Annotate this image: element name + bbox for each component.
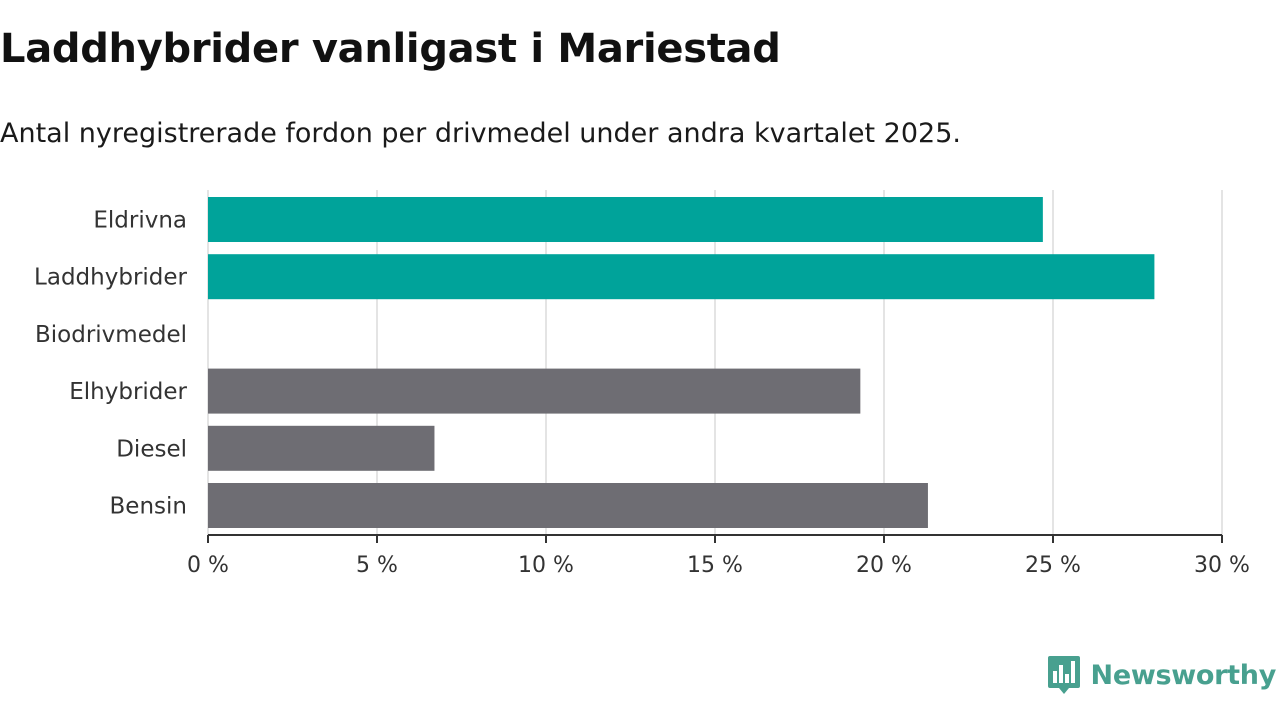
bar-elhybrider[interactable]	[208, 368, 861, 414]
bar-diesel[interactable]	[208, 425, 435, 471]
brand-name: Newsworthy	[1090, 659, 1277, 691]
category-label-eldrivna: Eldrivna	[93, 208, 187, 234]
newsworthy-logo-icon	[1047, 656, 1080, 694]
brand-logo-block[interactable]: Newsworthy	[1047, 655, 1276, 695]
x-tick-label-20: 20 %	[856, 553, 912, 578]
x-tick-label-10: 10 %	[518, 553, 574, 578]
bar-eldrivna[interactable]	[208, 197, 1043, 242]
category-label-biodrivmedel: Biodrivmedel	[35, 322, 187, 348]
chart-title: Laddhybrider vanligast i Mariestad	[0, 26, 781, 72]
x-tick-label-30: 30 %	[1194, 553, 1250, 578]
bar-bensin[interactable]	[208, 483, 928, 528]
bar-chart: Eldrivna Laddhybrider Biodrivmedel Elhybrid…	[34, 190, 1250, 578]
gridlines	[207, 190, 1223, 535]
x-tick-label-5: 5 %	[356, 553, 398, 578]
category-label-diesel: Diesel	[116, 436, 187, 462]
x-tick-label-15: 15 %	[687, 553, 743, 578]
category-label-elhybrider: Elhybrider	[69, 379, 187, 405]
bar-laddhybrider[interactable]	[208, 254, 1155, 300]
chart-subtitle: Antal nyregistrerade fordon per drivmede…	[0, 118, 961, 149]
category-label-laddhybrider: Laddhybrider	[34, 265, 187, 291]
x-tick-label-25: 25 %	[1025, 553, 1081, 578]
bars	[208, 197, 1155, 528]
x-tick-label-0: 0 %	[187, 553, 229, 578]
x-axis: 0 % 5 % 10 % 15 % 20 % 25 % 30 %	[187, 534, 1250, 578]
category-labels: Eldrivna Laddhybrider Biodrivmedel Elhybrid…	[34, 208, 187, 520]
category-label-bensin: Bensin	[110, 494, 187, 520]
